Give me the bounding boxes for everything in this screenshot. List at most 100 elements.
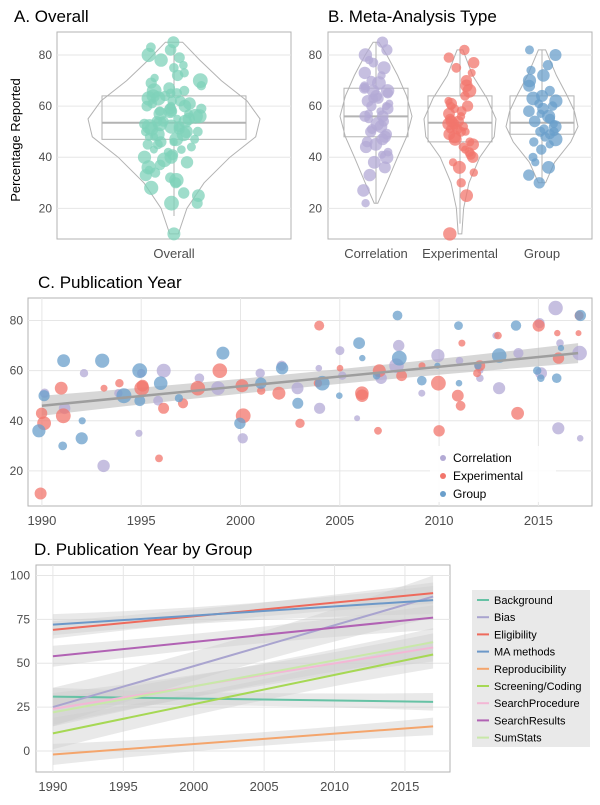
data-point-experimental xyxy=(468,57,480,69)
data-point-correlation xyxy=(363,168,376,182)
data-point-group xyxy=(529,137,539,147)
panel-a-title: A. Overall xyxy=(14,7,89,26)
data-point-group xyxy=(523,105,535,117)
data-point-correlation xyxy=(364,114,373,124)
data-point-group xyxy=(491,348,507,363)
data-point xyxy=(164,44,177,56)
data-point-experimental xyxy=(448,132,462,146)
data-point-group xyxy=(523,169,535,181)
data-point-correlation xyxy=(156,363,171,378)
y-tick-label: 20 xyxy=(10,464,24,478)
data-point-experimental xyxy=(374,426,382,435)
data-point-experimental xyxy=(575,330,582,337)
data-point-group xyxy=(542,59,554,71)
data-point-experimental xyxy=(158,402,170,414)
data-point-experimental xyxy=(54,381,68,395)
data-point-correlation xyxy=(291,382,304,395)
y-tick-label: 40 xyxy=(39,150,53,164)
data-point xyxy=(139,169,152,182)
data-point-experimental xyxy=(554,329,561,337)
trend-line xyxy=(41,351,579,408)
data-point-group xyxy=(545,140,554,149)
panel-b-points xyxy=(357,36,563,241)
data-point xyxy=(142,139,153,150)
y-tick-label: 25 xyxy=(17,700,31,714)
data-point-experimental xyxy=(461,127,470,136)
data-point xyxy=(196,81,206,91)
data-point-group xyxy=(134,395,146,407)
data-point xyxy=(178,99,192,113)
data-point xyxy=(169,137,178,147)
panel-d-legend-box xyxy=(472,590,590,747)
line-searchresults xyxy=(52,616,434,658)
data-point-group xyxy=(153,376,168,391)
y-tick-label: 40 xyxy=(309,150,323,164)
data-point-correlation xyxy=(368,57,379,68)
legend-swatch-group xyxy=(440,491,446,497)
data-point-group xyxy=(417,375,427,386)
data-point-group xyxy=(455,379,463,387)
data-point xyxy=(186,142,196,152)
legend-label: Background xyxy=(494,595,553,607)
data-point-group xyxy=(537,374,545,383)
x-tick-label: 1990 xyxy=(38,779,67,794)
data-point xyxy=(178,187,190,199)
y-tick-label: 75 xyxy=(17,612,31,626)
data-point-experimental xyxy=(272,386,286,400)
data-point-correlation xyxy=(369,138,383,151)
data-point-group xyxy=(132,363,148,379)
y-tick-label: 80 xyxy=(39,48,53,62)
data-point-group xyxy=(353,337,365,349)
data-point-experimental xyxy=(460,189,473,203)
data-point-group xyxy=(542,161,555,174)
data-point-group xyxy=(174,394,183,403)
data-point-group xyxy=(523,79,536,92)
data-point-group xyxy=(510,320,522,331)
y-tick-label: 80 xyxy=(10,314,24,328)
data-point-experimental xyxy=(155,454,163,463)
panel-d-title: D. Publication Year by Group xyxy=(34,540,252,559)
data-point-experimental xyxy=(35,407,48,419)
legend-label: Experimental xyxy=(453,469,523,483)
data-point-correlation xyxy=(393,339,405,352)
panel-d-lines xyxy=(52,592,434,756)
panel-c-legend: Correlation Experimental Group xyxy=(430,446,556,502)
legend-label: Screening/Coding xyxy=(494,681,581,693)
data-point xyxy=(167,227,181,241)
data-point-group xyxy=(392,310,403,321)
data-point-correlation xyxy=(237,433,248,444)
panel-c-trend-line xyxy=(41,351,579,408)
data-point-experimental xyxy=(467,151,479,163)
panel-d-legend: Background Bias Eligibility MA methods Repro… xyxy=(477,595,581,745)
legend-label: SearchProcedure xyxy=(494,698,580,710)
x-tick-label: 2015 xyxy=(524,513,553,528)
data-point-correlation xyxy=(357,184,370,197)
data-point-group xyxy=(234,417,246,429)
data-point-correlation xyxy=(548,300,563,316)
x-tick-label: Correlation xyxy=(344,246,408,261)
data-point-experimental xyxy=(452,160,466,174)
panel-d-x-ticks: 1990 1995 2000 2005 2010 2015 xyxy=(38,779,419,794)
data-point-experimental xyxy=(190,380,206,396)
data-point-correlation xyxy=(513,348,524,359)
panel-b: B. Meta-Analysis Type 20 40 60 80 Correlati… xyxy=(309,7,593,261)
data-point-experimental xyxy=(511,406,524,420)
data-point-experimental xyxy=(458,339,466,347)
y-tick-label: 0 xyxy=(23,744,30,758)
data-point xyxy=(154,53,168,67)
panel-c-y-ticks: 20 40 60 80 xyxy=(10,314,24,478)
data-point-experimental xyxy=(115,379,124,388)
data-point-correlation xyxy=(552,422,565,435)
data-point-experimental xyxy=(473,369,482,378)
y-tick-label: 80 xyxy=(309,48,323,62)
data-point-experimental xyxy=(336,364,344,372)
panel-a-y-ticks: 20 40 60 80 xyxy=(39,48,53,215)
data-point-correlation xyxy=(381,44,393,56)
data-point xyxy=(141,100,153,112)
data-point xyxy=(149,145,158,154)
data-point-group xyxy=(531,158,540,167)
data-point-group xyxy=(359,354,366,362)
data-point-group xyxy=(275,362,289,375)
panel-c-title: C. Publication Year xyxy=(38,273,182,292)
data-point xyxy=(141,47,156,63)
